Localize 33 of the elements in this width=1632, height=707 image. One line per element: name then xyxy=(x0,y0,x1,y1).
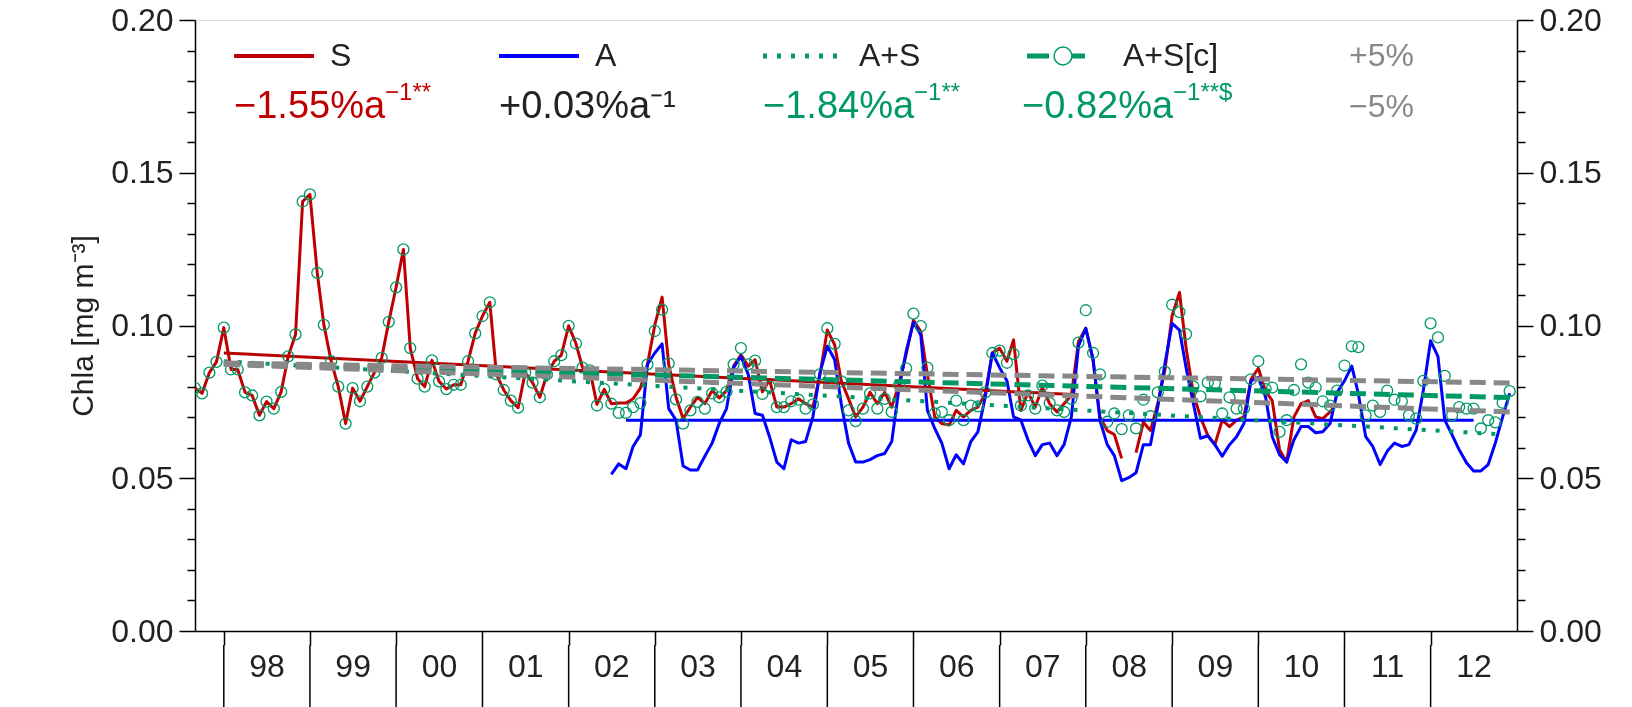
legend-label: A+S xyxy=(859,37,921,73)
y-tick-label: 0.05 xyxy=(111,459,174,496)
x-tick-label: 09 xyxy=(1197,647,1234,684)
y-axis-title: Chla [mg m⁻³] xyxy=(66,235,100,417)
legend-label: A+S[c] xyxy=(1123,37,1219,73)
annotation: +0.03%a⁻¹ xyxy=(499,84,676,126)
legend-label: A xyxy=(595,37,617,73)
x-tick-label: 12 xyxy=(1456,647,1492,684)
text: +5% xyxy=(1349,37,1414,73)
x-tick-label: 06 xyxy=(938,647,975,684)
y2-tick-label: 0.05 xyxy=(1539,459,1602,496)
x-tick-label: 11 xyxy=(1371,647,1405,684)
x-tick-label: 00 xyxy=(421,647,458,684)
y2-tick-label: 0.10 xyxy=(1539,307,1602,343)
y-tick-label: 0.10 xyxy=(111,307,174,343)
x-tick-label: 01 xyxy=(507,647,544,684)
x-tick-label: 10 xyxy=(1283,647,1320,684)
x-tick-label: 08 xyxy=(1111,647,1148,684)
x-tick-label: 98 xyxy=(249,647,285,684)
x-tick-label: 99 xyxy=(335,647,371,684)
y-tick-label: 0.15 xyxy=(111,154,174,191)
x-tick-label: 02 xyxy=(594,647,630,684)
y-tick-label: 0.00 xyxy=(111,612,174,649)
x-tick-label: 07 xyxy=(1025,647,1061,684)
legend-label: S xyxy=(330,37,352,73)
x-tick-label: 04 xyxy=(766,647,803,684)
x-tick-label: 03 xyxy=(680,647,716,684)
text: −5% xyxy=(1349,88,1414,124)
y2-tick-label: 0.20 xyxy=(1539,1,1602,38)
y-tick-label: 0.20 xyxy=(111,1,174,38)
y2-tick-label: 0.00 xyxy=(1539,612,1602,649)
y2-tick-label: 0.15 xyxy=(1539,154,1602,191)
x-tick-label: 05 xyxy=(852,647,889,684)
